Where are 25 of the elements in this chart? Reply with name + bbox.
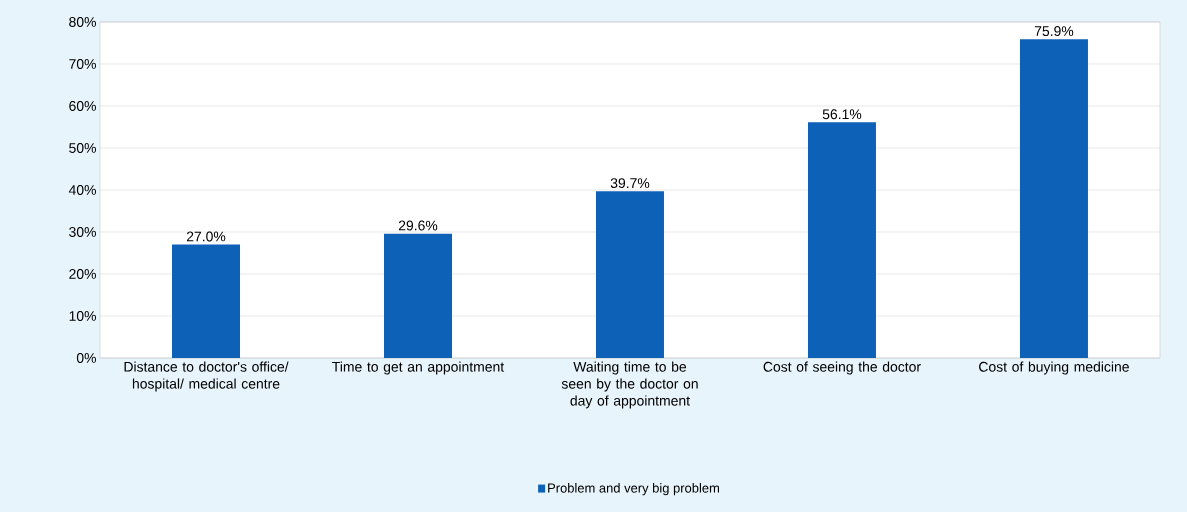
- bar: [807, 122, 876, 358]
- y-tick-label: 30%: [69, 227, 96, 237]
- y-tick-label: 40%: [68, 185, 96, 195]
- x-tick-label: Distance to doctor's office/ hospital/ medical centre: [124, 361, 289, 392]
- y-tick-label: 60%: [69, 101, 96, 111]
- bar: [595, 191, 664, 358]
- x-tick-label: Waiting time to be seen by the doctor on day of appointment: [561, 361, 698, 409]
- x-tick-label: Time to get an appointment: [332, 361, 505, 375]
- y-tick-label: 80%: [69, 17, 96, 27]
- x-tick-label: Cost of buying medicine: [979, 361, 1129, 375]
- text: 27.0%: [186, 231, 226, 242]
- text: 29.6%: [398, 220, 438, 231]
- y-tick-label: 70%: [69, 59, 96, 69]
- y-tick-label: 50%: [69, 143, 96, 153]
- bar: [384, 233, 452, 358]
- text: 75.9%: [1034, 26, 1074, 37]
- legend-label: Problem and very big problem: [548, 483, 719, 496]
- text: 39.7%: [610, 178, 650, 189]
- bar: [1019, 39, 1088, 358]
- y-tick-label: 10%: [69, 311, 96, 321]
- y-tick-label: 0%: [76, 353, 96, 363]
- x-tick-label: Cost of seeing the doctor: [763, 361, 921, 375]
- text: 56.1%: [822, 109, 862, 120]
- y-tick-label: 20%: [69, 269, 96, 279]
- bar: [172, 244, 240, 358]
